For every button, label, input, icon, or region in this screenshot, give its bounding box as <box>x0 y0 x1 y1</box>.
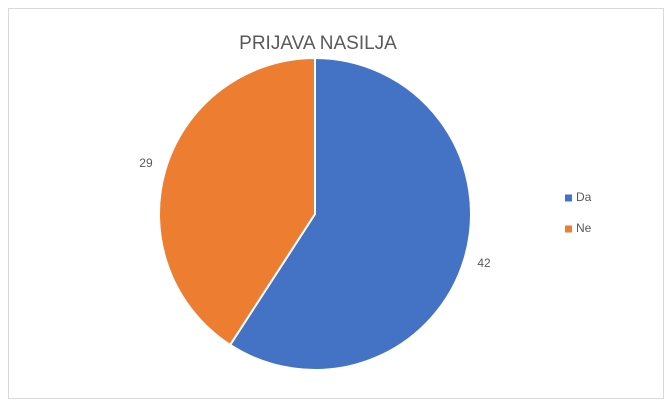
data-label: 29 <box>139 156 153 170</box>
pie-slice <box>158 56 316 347</box>
legend-swatch <box>565 225 572 233</box>
legend-label: Ne <box>576 221 592 235</box>
chart-title: PRIJAVA NASILJA <box>239 33 397 54</box>
data-label: 42 <box>477 256 491 270</box>
legend-label: Da <box>576 190 592 204</box>
legend-swatch <box>565 194 572 202</box>
pie-slice <box>228 56 472 371</box>
